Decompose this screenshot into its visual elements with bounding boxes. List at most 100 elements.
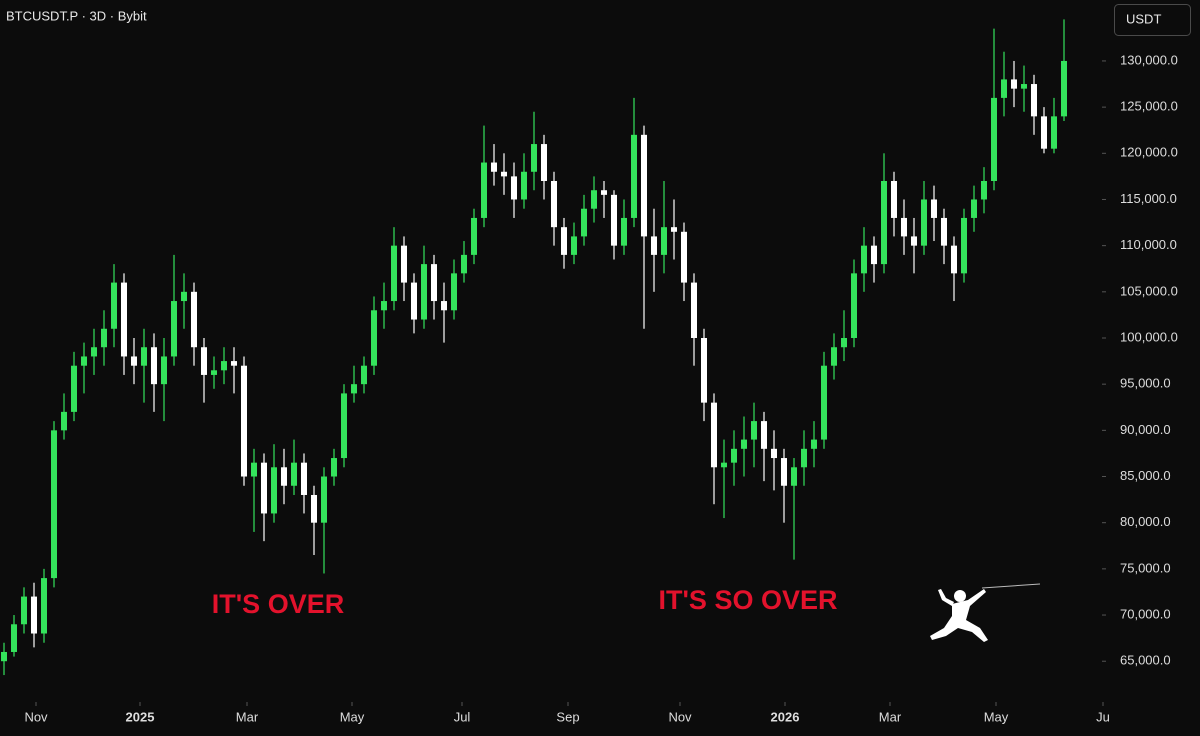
candle-body <box>211 370 217 375</box>
candle-body <box>291 462 297 486</box>
candle-body <box>331 458 337 477</box>
candle-body <box>831 347 837 366</box>
candle-body <box>201 347 207 375</box>
candle-body <box>31 596 37 634</box>
candle-body <box>391 245 397 302</box>
y-tick-label: 95,000.0 <box>1120 376 1171 391</box>
candle-body <box>941 217 947 246</box>
candle-body <box>611 194 617 246</box>
y-tick-label: 130,000.0 <box>1120 52 1178 67</box>
candle-body <box>191 291 197 348</box>
candle-body <box>881 181 887 265</box>
x-tick-label: 2025 <box>126 709 155 724</box>
candle-body <box>781 458 787 486</box>
candle-body <box>671 227 677 232</box>
candle-body <box>71 365 77 412</box>
x-tick-label: May <box>340 709 365 724</box>
candle-body <box>1021 84 1027 89</box>
y-tick-label: 125,000.0 <box>1120 99 1178 114</box>
candle-body <box>751 421 757 440</box>
candle-body <box>921 199 927 246</box>
x-tick-label: Jul <box>454 709 471 724</box>
candle-body <box>511 176 517 200</box>
x-tick-label: Mar <box>236 709 259 724</box>
candle-body <box>21 596 27 625</box>
candle-body <box>351 384 357 394</box>
candle-body <box>131 356 137 366</box>
candle-body <box>101 328 107 348</box>
x-tick-label: Nov <box>668 709 692 724</box>
candle-body <box>91 347 97 357</box>
y-tick-label: 90,000.0 <box>1120 422 1171 437</box>
candle-body <box>531 144 537 172</box>
candle-body <box>851 273 857 338</box>
candle-body <box>551 181 557 228</box>
candle-body <box>1011 79 1017 89</box>
x-tick-label: Ju <box>1096 709 1110 724</box>
candle-body <box>861 245 867 274</box>
candle-body <box>11 624 17 652</box>
candle-body <box>681 231 687 283</box>
x-tick-label: Nov <box>24 709 48 724</box>
candle-body <box>931 199 937 218</box>
candle-body <box>451 273 457 311</box>
candle-body <box>421 264 427 320</box>
candle-body <box>981 181 987 200</box>
candle-body <box>871 245 877 265</box>
plot-area <box>1 19 1067 676</box>
candle-body <box>41 578 47 634</box>
candle-body <box>741 439 747 449</box>
candle-body <box>51 430 57 579</box>
candle-body <box>301 462 307 495</box>
candle-body <box>61 411 67 431</box>
candle-body <box>321 476 327 523</box>
candle-body <box>911 236 917 246</box>
annotation: IT'S OVER <box>212 589 344 619</box>
candle-body <box>311 494 317 523</box>
candle-body <box>791 467 797 486</box>
candle-body <box>891 181 897 218</box>
candle-body <box>571 236 577 255</box>
candle-body <box>411 282 417 320</box>
candle-body <box>521 171 527 200</box>
candle-body <box>801 448 807 468</box>
candle-body <box>951 245 957 274</box>
candle-body <box>471 217 477 255</box>
annotation: IT'S SO OVER <box>659 585 838 615</box>
candle-body <box>1041 116 1047 149</box>
candle-body <box>401 245 407 283</box>
y-tick-label: 110,000.0 <box>1120 237 1177 252</box>
currency-button[interactable] <box>1114 4 1191 36</box>
y-tick-label: 75,000.0 <box>1120 560 1171 575</box>
candle-body <box>171 301 177 357</box>
x-tick-label: Sep <box>556 709 579 724</box>
candle-body <box>441 301 447 311</box>
candle-body <box>701 337 707 403</box>
candle-body <box>971 199 977 218</box>
candle-body <box>1061 60 1067 117</box>
y-tick-label: 115,000.0 <box>1120 191 1177 206</box>
candle-body <box>461 254 467 274</box>
candle-body <box>841 337 847 348</box>
candle-body <box>651 236 657 255</box>
candle-body <box>221 361 227 371</box>
candle-body <box>721 462 727 468</box>
candle-body <box>341 393 347 459</box>
candle-body <box>761 421 767 449</box>
currency-label[interactable]: USDT <box>1126 11 1161 26</box>
candle-body <box>361 365 367 385</box>
candle-body <box>151 347 157 385</box>
candle-body <box>811 439 817 449</box>
candle-body <box>241 365 247 477</box>
candle-body <box>711 402 717 468</box>
candle-body <box>431 264 437 302</box>
candle-body <box>641 134 647 237</box>
candle-body <box>481 162 487 218</box>
candle-body <box>561 227 567 255</box>
candle-body <box>1031 84 1037 117</box>
y-tick-label: 100,000.0 <box>1120 329 1178 344</box>
candle-body <box>281 467 287 486</box>
candle-body <box>771 448 777 459</box>
